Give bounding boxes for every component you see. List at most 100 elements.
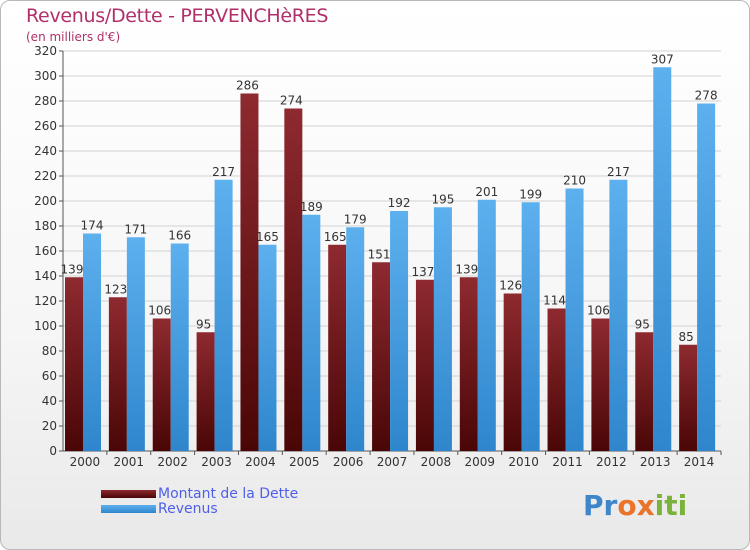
data-label-revenue: 278: [695, 89, 718, 103]
y-tick-label: 140: [34, 269, 57, 283]
bar-revenue: [653, 67, 672, 451]
y-tick-label: 260: [34, 119, 57, 133]
legend-label-debt: Montant de la Dette: [158, 486, 299, 502]
bar-debt: [240, 93, 259, 451]
y-tick-label: 320: [34, 44, 57, 58]
bar-debt: [372, 262, 391, 451]
bar-debt: [547, 308, 566, 451]
data-label-revenue: 217: [607, 165, 630, 179]
x-tick-label: 2004: [245, 455, 276, 469]
data-label-revenue: 210: [563, 174, 586, 188]
bar-revenue: [433, 207, 452, 451]
bar-revenue: [126, 237, 145, 451]
data-label-revenue: 217: [212, 165, 235, 179]
data-label-debt: 95: [196, 317, 211, 331]
data-label-revenue: 166: [168, 229, 191, 243]
y-tick-label: 60: [42, 369, 57, 383]
y-tick-label: 300: [34, 69, 57, 83]
bar-revenue: [565, 188, 584, 451]
x-tick-label: 2000: [70, 455, 101, 469]
x-tick-label: 2006: [333, 455, 364, 469]
data-label-revenue: 174: [81, 219, 104, 233]
bar-debt: [415, 279, 434, 451]
bar-revenue: [697, 103, 716, 451]
data-label-debt: 137: [411, 265, 434, 279]
bar-revenue: [477, 199, 496, 451]
bar-debt: [328, 244, 347, 451]
y-tick-label: 100: [34, 319, 57, 333]
x-tick-label: 2014: [684, 455, 715, 469]
bar-debt: [503, 293, 522, 451]
data-label-revenue: 165: [256, 230, 279, 244]
bar-revenue: [390, 211, 409, 451]
x-tick-label: 2011: [552, 455, 583, 469]
data-label-debt: 286: [236, 79, 259, 93]
chart-title: Revenus/Dette - PERVENCHèRES: [26, 5, 329, 27]
data-label-revenue: 307: [651, 52, 674, 66]
bar-revenue: [302, 214, 321, 451]
y-tick-label: 220: [34, 169, 57, 183]
data-label-debt: 274: [280, 94, 303, 108]
data-label-debt: 151: [368, 247, 391, 261]
data-label-revenue: 195: [431, 192, 454, 206]
data-label-revenue: 171: [124, 222, 147, 236]
y-tick-label: 0: [49, 444, 57, 458]
data-label-debt: 139: [455, 262, 478, 276]
y-tick-label: 80: [42, 344, 57, 358]
x-tick-label: 2005: [289, 455, 320, 469]
x-tick-label: 2002: [157, 455, 188, 469]
x-tick-label: 2003: [201, 455, 232, 469]
x-tick-label: 2013: [640, 455, 671, 469]
legend-swatch-revenue: [101, 505, 156, 513]
x-tick-label: 2009: [464, 455, 495, 469]
y-tick-label: 40: [42, 394, 57, 408]
data-label-revenue: 179: [344, 212, 367, 226]
legend-item-revenue: Revenus: [101, 501, 218, 517]
data-label-debt: 106: [148, 304, 171, 318]
x-tick-label: 2007: [377, 455, 408, 469]
bar-debt: [152, 318, 171, 451]
legend-item-debt: Montant de la Dette: [101, 486, 298, 502]
legend-swatch-debt: [101, 490, 156, 498]
bar-revenue: [258, 244, 277, 451]
y-tick-label: 120: [34, 294, 57, 308]
data-label-revenue: 199: [519, 187, 542, 201]
y-tick-label: 180: [34, 219, 57, 233]
data-label-debt: 85: [678, 330, 693, 344]
data-label-debt: 123: [104, 282, 127, 296]
x-tick-label: 2008: [421, 455, 452, 469]
chart-subtitle: (en milliers d'€): [26, 30, 121, 44]
bar-debt: [679, 344, 698, 451]
y-tick-label: 200: [34, 194, 57, 208]
data-label-debt: 106: [587, 304, 610, 318]
bar-revenue: [521, 202, 540, 451]
x-tick-label: 2010: [508, 455, 539, 469]
bar-debt: [108, 297, 127, 451]
data-label-debt: 126: [499, 279, 522, 293]
data-label-revenue: 201: [475, 185, 498, 199]
data-label-revenue: 192: [388, 196, 411, 210]
bar-revenue: [170, 243, 189, 451]
x-tick-label: 2012: [596, 455, 627, 469]
legend-label-revenue: Revenus: [158, 501, 218, 517]
data-label-debt: 95: [635, 317, 650, 331]
data-label-revenue: 189: [300, 200, 323, 214]
bar-revenue: [346, 227, 365, 451]
proxiti-logo: Proxiti: [583, 489, 688, 522]
bar-debt: [635, 332, 654, 451]
bar-debt: [65, 277, 83, 451]
y-tick-label: 20: [42, 419, 57, 433]
bar-debt: [459, 277, 478, 451]
bar-debt: [196, 332, 215, 451]
y-tick-label: 240: [34, 144, 57, 158]
bar-revenue: [609, 179, 628, 451]
bar-debt: [284, 108, 303, 451]
y-tick-label: 160: [34, 244, 57, 258]
bar-revenue: [214, 179, 233, 451]
y-tick-label: 280: [34, 94, 57, 108]
data-label-debt: 139: [61, 262, 84, 276]
x-tick-label: 2001: [114, 455, 145, 469]
data-label-debt: 165: [324, 230, 347, 244]
